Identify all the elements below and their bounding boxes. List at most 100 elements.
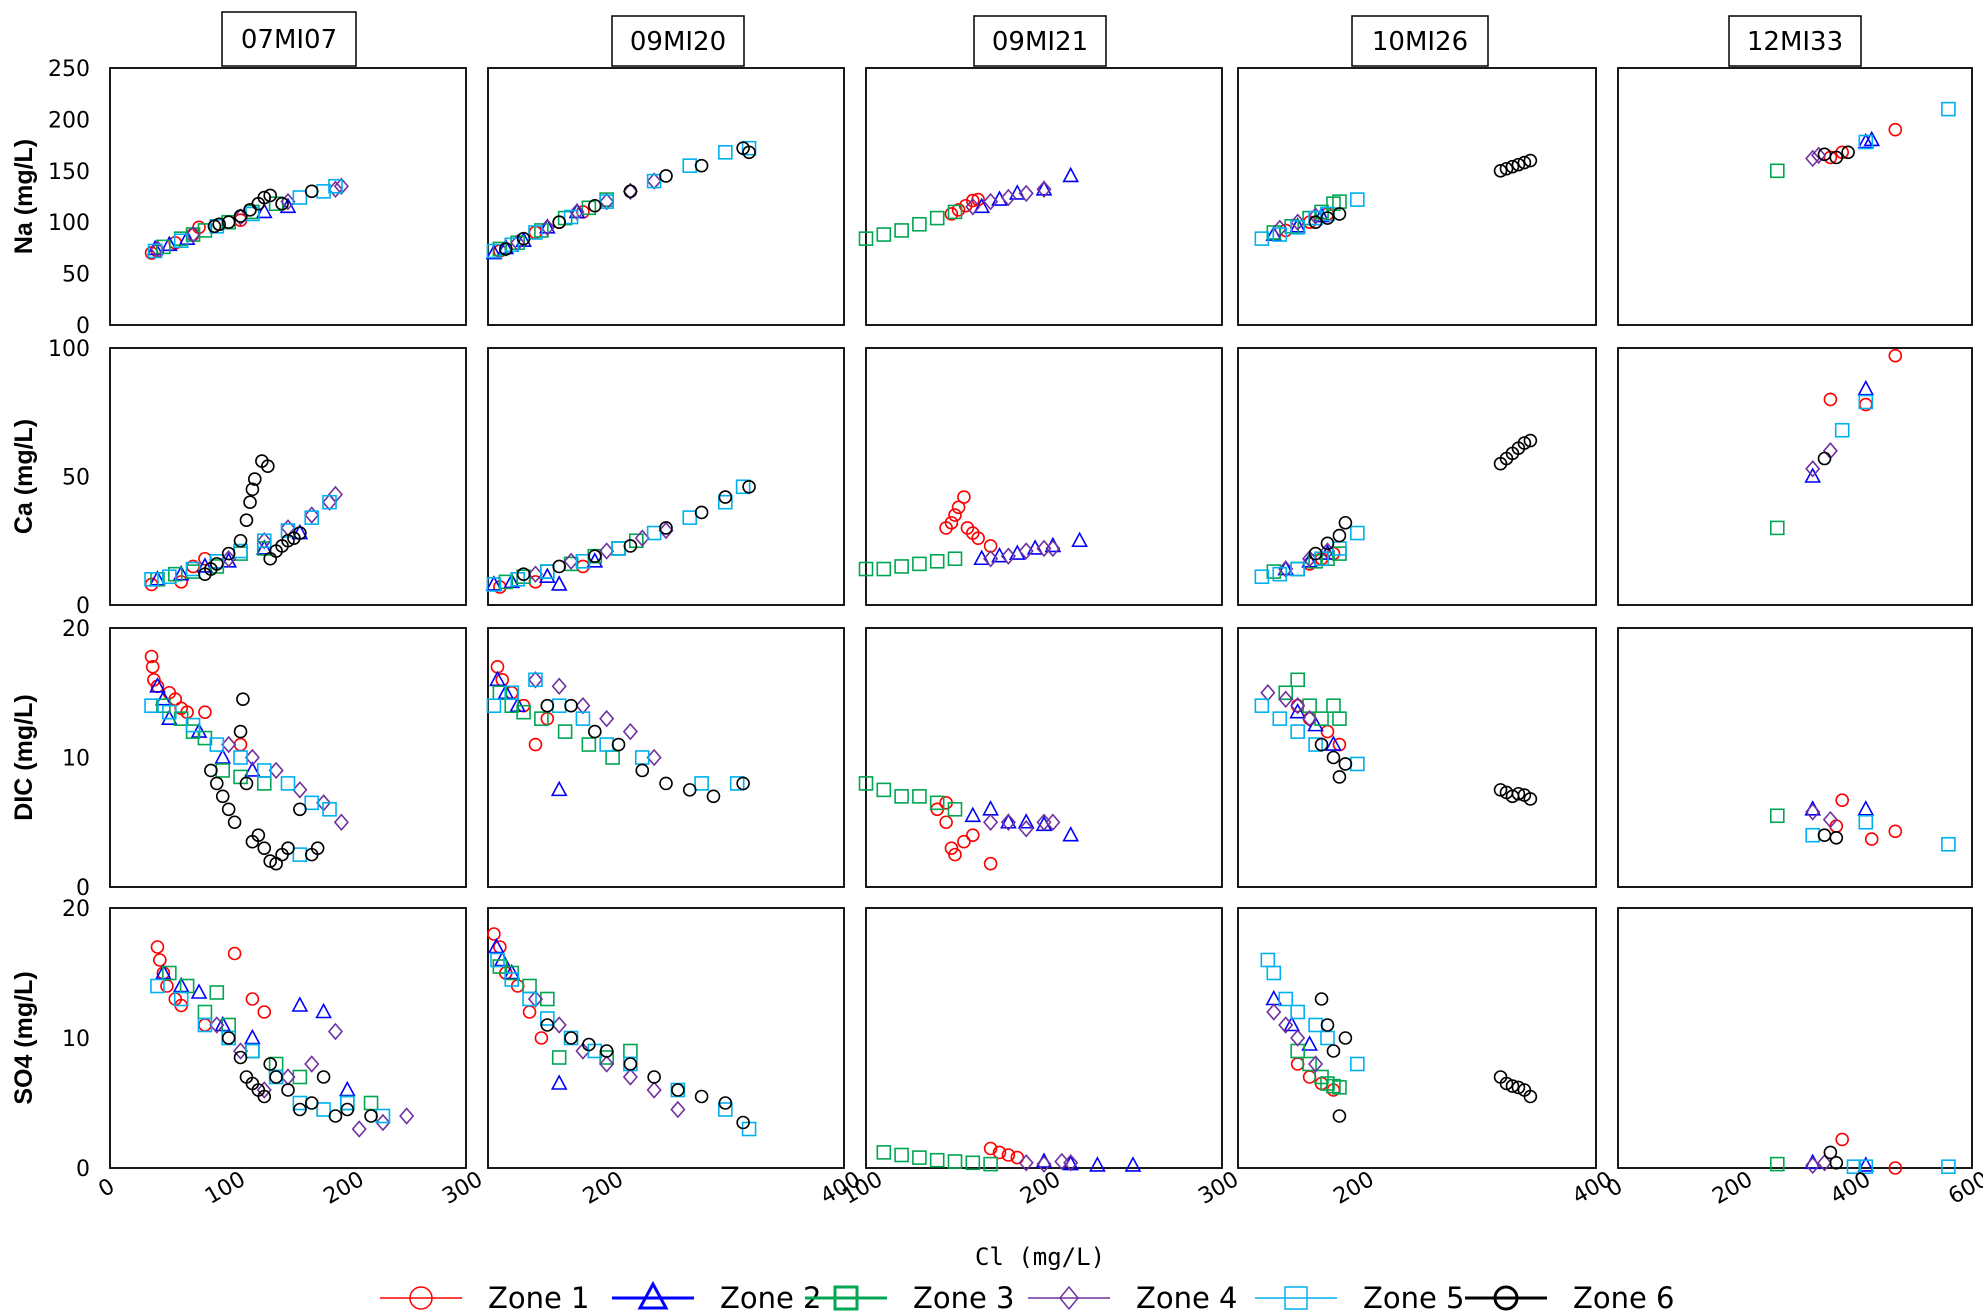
data-point [1857, 379, 1875, 396]
data-point [858, 231, 874, 246]
data-point [944, 207, 959, 221]
data-point [503, 963, 521, 980]
x-tick-label: 300 [1194, 1167, 1243, 1210]
scatter-panel [1617, 907, 1973, 1175]
data-point [983, 550, 999, 568]
data-point [292, 1069, 308, 1085]
data-point [1888, 1161, 1903, 1175]
data-point [623, 1057, 638, 1071]
x-tick-label: 0 [94, 1174, 119, 1203]
data-point [587, 198, 602, 213]
data-point [1829, 150, 1844, 165]
data-point [1511, 1080, 1526, 1095]
data-point [552, 215, 567, 229]
x-axis-label: Cl (mg/L) [975, 1243, 1105, 1271]
data-point [1290, 1029, 1306, 1047]
data-point [944, 841, 959, 855]
data-point [1320, 211, 1335, 225]
data-point [1332, 770, 1347, 784]
data-point [957, 490, 971, 504]
data-point [338, 1080, 356, 1097]
y-tick-label: 150 [48, 160, 90, 185]
x-tick-label: 200 [1330, 1167, 1379, 1210]
data-point [263, 188, 278, 203]
data-point [304, 1096, 319, 1110]
scatter-panel [1617, 627, 1973, 888]
data-point [1000, 813, 1016, 831]
y-tick-label: 0 [76, 876, 90, 901]
data-point [221, 802, 236, 817]
data-point [575, 711, 591, 726]
data-point [486, 577, 502, 592]
data-point [233, 724, 248, 739]
data-point [1314, 737, 1329, 752]
data-point [304, 184, 319, 199]
data-point [315, 1002, 332, 1019]
data-point [304, 506, 320, 524]
data-point [144, 649, 159, 664]
data-point [587, 549, 602, 563]
data-point [1290, 220, 1305, 235]
data-point [340, 1102, 355, 1117]
data-point [209, 985, 225, 1000]
data-point [1266, 1003, 1282, 1021]
data-point [599, 1055, 615, 1073]
chart-panels [109, 67, 1973, 1175]
data-point [964, 806, 982, 823]
data-point [1941, 101, 1956, 117]
data-point [1254, 698, 1270, 714]
x-tick-label: 200 [579, 1167, 628, 1210]
data-point [293, 802, 307, 817]
data-point [659, 169, 673, 183]
plot-frame [865, 347, 1223, 606]
data-point [316, 1070, 331, 1084]
data-point [1018, 184, 1034, 203]
data-point [375, 1113, 391, 1132]
data-point [1350, 192, 1365, 207]
data-point [551, 1016, 567, 1034]
y-tick-label: 0 [76, 594, 90, 619]
data-point [1272, 711, 1288, 726]
y-tick-label: 100 [48, 337, 90, 362]
data-point [1326, 750, 1341, 765]
data-point [622, 722, 638, 741]
data-point [858, 561, 874, 577]
data-point [534, 711, 549, 726]
data-point [1001, 1148, 1016, 1162]
legend-label: Zone 3 [913, 1281, 1015, 1315]
data-point [162, 704, 177, 720]
data-point [623, 539, 638, 553]
data-point [528, 225, 543, 240]
data-point [1278, 1016, 1294, 1034]
data-point [1290, 724, 1305, 739]
data-point [1308, 215, 1323, 229]
data-point [1857, 800, 1875, 816]
data-point [1071, 531, 1088, 548]
data-point [947, 1154, 963, 1169]
legend-item: Zone 2 [612, 1280, 822, 1315]
data-point [160, 709, 178, 725]
data-point [735, 479, 751, 495]
data-point [340, 1095, 355, 1111]
data-point [156, 239, 171, 255]
y-tick-label: 50 [62, 263, 90, 288]
data-point [147, 243, 163, 259]
legend-marker [637, 1280, 669, 1310]
data-point [622, 182, 638, 201]
data-point [1858, 134, 1874, 150]
data-point [485, 243, 503, 260]
data-point [1499, 1076, 1514, 1091]
data-point [1035, 180, 1053, 196]
data-point [965, 828, 980, 843]
data-point [540, 991, 555, 1007]
data-point [516, 231, 531, 246]
data-point [939, 815, 953, 830]
data-point [261, 459, 275, 474]
data-point [1511, 157, 1526, 172]
data-point [894, 1147, 909, 1163]
data-point [1314, 992, 1329, 1006]
y-tick-label: 10 [62, 1027, 90, 1052]
data-point [490, 952, 505, 968]
data-point [1805, 803, 1821, 821]
data-point [622, 1068, 638, 1086]
